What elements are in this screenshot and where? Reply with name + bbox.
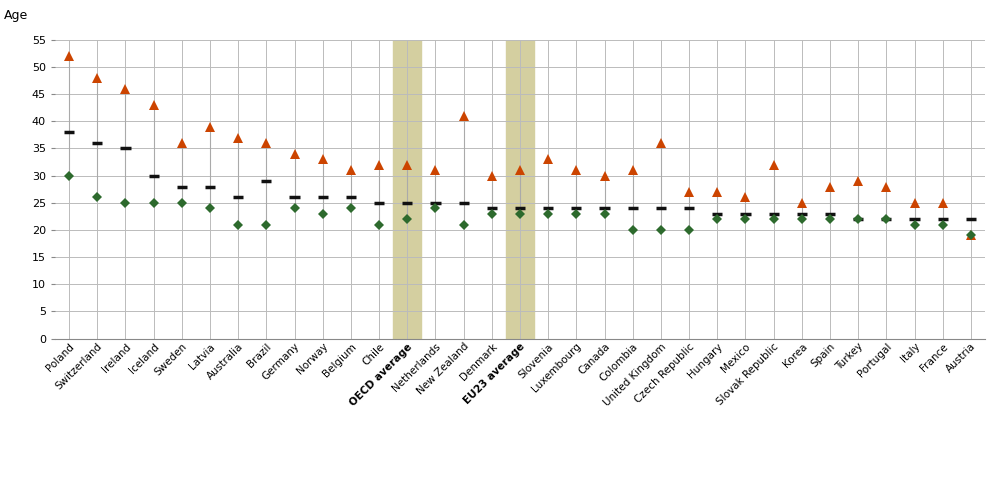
Text: Age: Age — [4, 9, 28, 22]
Bar — [393, 40, 421, 339]
Bar — [506, 40, 534, 339]
